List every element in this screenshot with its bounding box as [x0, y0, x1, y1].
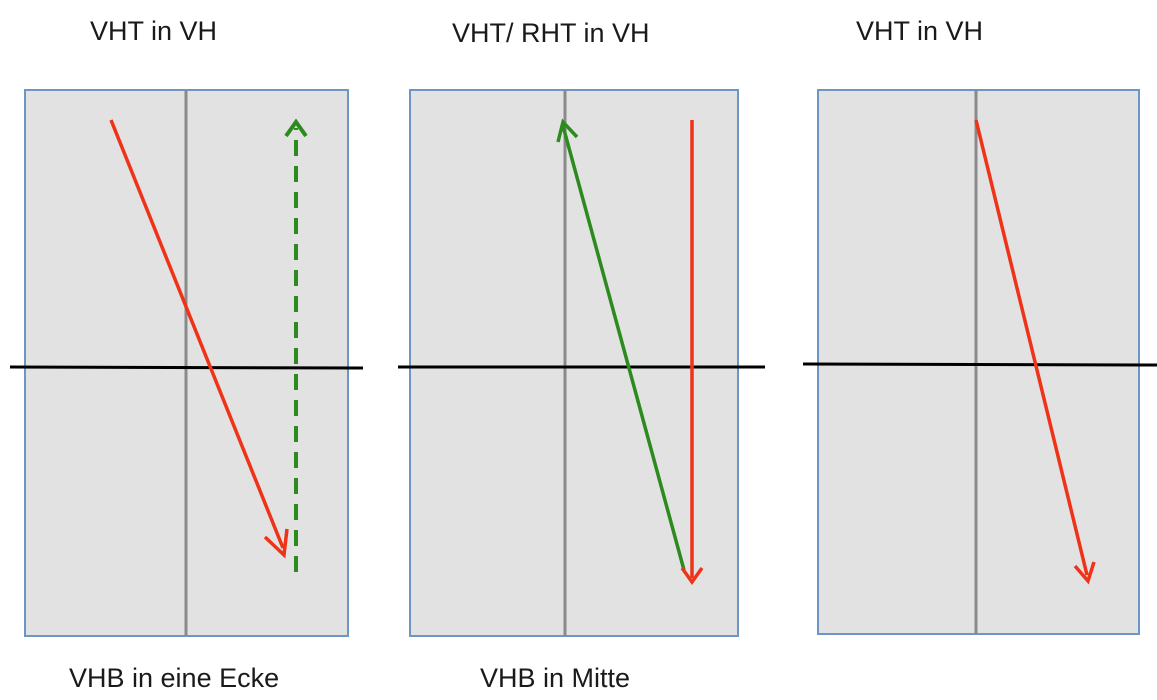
- panel-2-bottom-label: VHB in Mitte: [480, 663, 631, 693]
- panel-1-horizontal-line: [9, 365, 364, 370]
- panel-1-bottom-label: VHB in eine Ecke: [69, 663, 280, 693]
- panel-2-red-arrowhead: [680, 566, 704, 586]
- panel-1-green-arrowhead: [284, 118, 308, 138]
- panel-3-red-arrow: [974, 119, 1089, 576]
- panel-3-red-arrowhead: [1073, 561, 1096, 585]
- panel-1-top-label: VHT in VH: [90, 16, 218, 46]
- panel-3-box: [817, 89, 1140, 635]
- panel-2-top-label: VHT/ RHT in VH: [452, 18, 650, 48]
- panel-3: [802, 89, 1157, 635]
- panel-2-box: [409, 89, 739, 637]
- panel-2: [398, 89, 765, 637]
- panel-2-green-arrow: [561, 125, 686, 571]
- panel-1: [9, 89, 364, 637]
- panel-3-top-label: VHT in VH: [856, 16, 984, 46]
- panel-1-red-arrowhead: [263, 528, 289, 559]
- panel-3-horizontal-line: [802, 362, 1157, 367]
- panel-2-green-arrowhead: [556, 118, 579, 143]
- panel-1-red-arrow: [109, 119, 285, 549]
